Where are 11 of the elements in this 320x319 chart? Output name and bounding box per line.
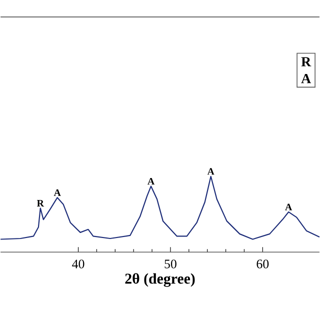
annotation: R (36, 200, 44, 207)
annotation: A (54, 189, 61, 196)
text: A (301, 74, 311, 84)
x-axis-title: 2θ (degree) (125, 273, 195, 287)
text: R (301, 57, 312, 66)
annotation: A (148, 178, 155, 185)
x-tick-label: 40 (72, 260, 84, 268)
x-tick-label: 60 (256, 260, 269, 268)
x-tick-label: 50 (164, 260, 176, 268)
annotation: A (285, 204, 292, 210)
annotation: A (207, 168, 214, 175)
